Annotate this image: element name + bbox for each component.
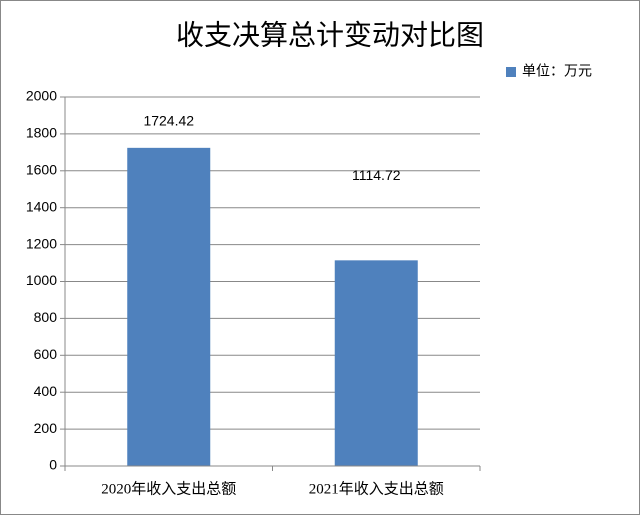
data-label: 1114.72	[352, 167, 401, 183]
legend-label: 单位：万元	[522, 63, 592, 79]
y-tick-label: 800	[34, 309, 58, 325]
y-tick-label: 0	[49, 457, 57, 473]
y-tick-label: 1200	[26, 235, 57, 251]
y-tick-label: 1400	[26, 198, 57, 214]
y-tick-label: 400	[34, 383, 58, 399]
bar	[334, 260, 418, 466]
y-tick-label: 2000	[26, 88, 57, 104]
y-tick-label: 600	[34, 346, 58, 362]
data-label: 1724.42	[143, 113, 194, 129]
x-tick-label: 2020年收入支出总额	[101, 480, 236, 497]
y-tick-label: 1000	[26, 272, 57, 288]
y-tick-label: 1800	[26, 125, 57, 141]
chart-title: 收支决算总计变动对比图	[176, 19, 484, 51]
y-tick-label: 200	[34, 420, 58, 436]
x-tick-label: 2021年收入支出总额	[309, 480, 444, 497]
legend-swatch	[506, 67, 516, 77]
y-tick-label: 1600	[26, 162, 57, 178]
bar	[127, 147, 211, 466]
